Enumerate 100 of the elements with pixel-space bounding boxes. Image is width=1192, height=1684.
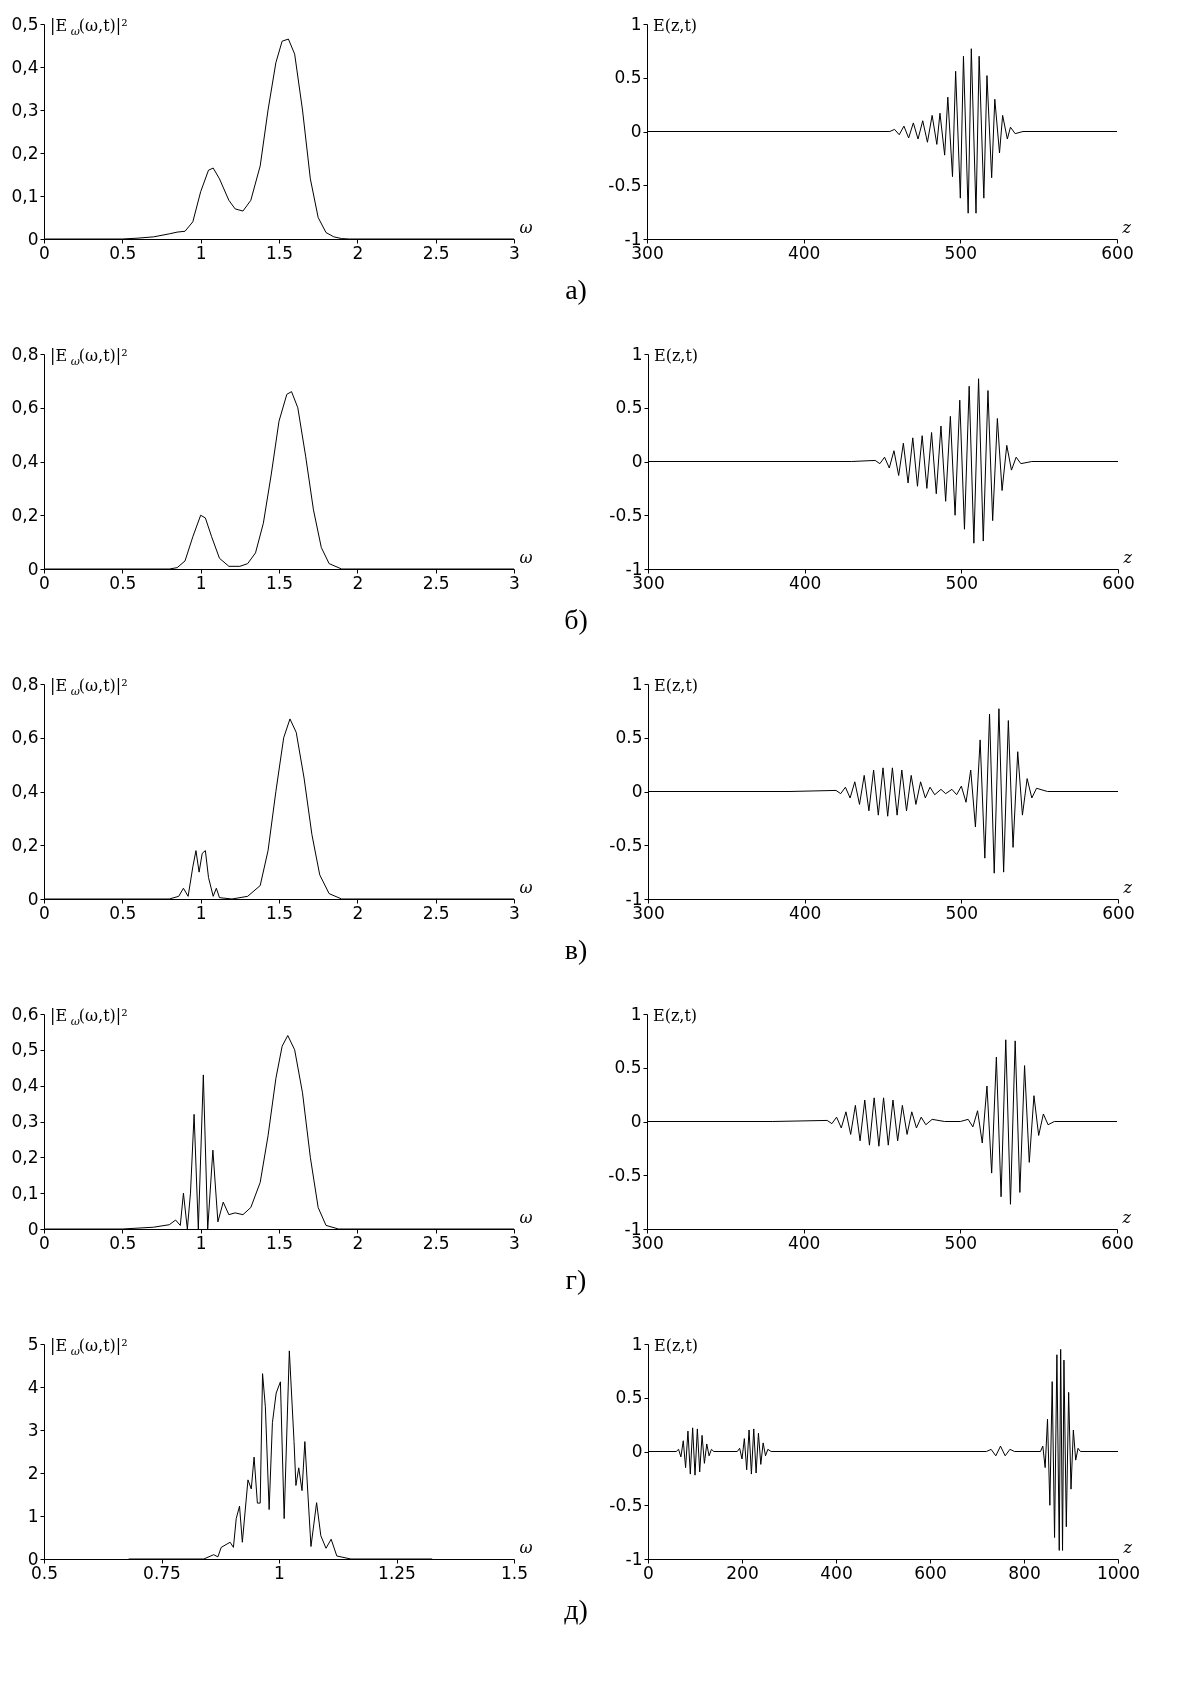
y-axis-title: E(z,t): [653, 16, 698, 35]
x-axis-title: ω: [519, 877, 533, 897]
y-tick-label: 1: [631, 343, 643, 364]
text: а): [565, 274, 587, 305]
x-axis-title: ω: [519, 547, 533, 567]
y-tick-label: 0,4: [11, 781, 39, 801]
x-tick-label: 3: [509, 902, 520, 923]
x-tick-label: 400: [788, 572, 822, 593]
x-tick-label: 500: [944, 1232, 978, 1253]
x-axis-title: ω: [519, 217, 533, 237]
x-tick-label: 1: [274, 1562, 285, 1583]
y-tick-label: 2: [27, 1462, 39, 1483]
x-tick-label: 1000: [1096, 1562, 1141, 1583]
y-tick-label: 0,3: [11, 1111, 39, 1131]
y-tick-label: 0,2: [11, 1146, 39, 1167]
y-tick-label: 5: [27, 1333, 39, 1354]
y-tick-label: 1: [27, 1505, 39, 1526]
y-tick-label: 0: [631, 1441, 643, 1461]
x-axis-title: z: [1122, 1537, 1133, 1557]
x-tick-label: 800: [1008, 1562, 1041, 1583]
x-tick-label: 0.5: [109, 902, 137, 923]
y-tick-label: 0: [27, 558, 39, 579]
x-tick-label: 0.5: [109, 1232, 137, 1253]
y-tick-label: 4: [27, 1376, 39, 1397]
y-tick-label: -0.5: [608, 174, 642, 195]
text: д): [564, 1594, 588, 1625]
x-axis-title: ω: [519, 1207, 533, 1227]
x-tick-label: 2: [352, 572, 364, 593]
text: г): [565, 1264, 587, 1295]
x-tick-label: 1: [195, 902, 207, 923]
x-axis-title: z: [1121, 217, 1132, 237]
y-tick-label: 0,3: [11, 99, 39, 120]
y-tick-label: 0,8: [11, 343, 39, 364]
x-tick-label: 1.5: [265, 572, 294, 593]
x-tick-label: 1.25: [378, 1562, 416, 1583]
y-tick-label: 0,8: [11, 673, 39, 694]
x-axis-title: z: [1122, 877, 1133, 897]
y-tick-label: 0.5: [614, 1057, 642, 1078]
x-tick-label: 2.5: [422, 902, 450, 923]
y-tick-label: 0.5: [615, 727, 643, 748]
y-tick-label: 0,2: [11, 504, 39, 525]
x-tick-label: 2.5: [422, 1232, 450, 1253]
x-tick-label: 400: [787, 242, 821, 263]
x-tick-label: 500: [945, 572, 979, 593]
x-tick-label: 500: [944, 242, 978, 263]
text: б): [564, 604, 588, 635]
y-tick-label: 0: [27, 888, 39, 909]
x-tick-label: 3: [509, 242, 520, 263]
y-tick-label: 1: [630, 1003, 642, 1024]
y-tick-label: 0,2: [11, 142, 39, 163]
y-tick-label: -0.5: [609, 834, 643, 855]
x-tick-label: 1: [195, 242, 207, 263]
y-tick-label: 0,5: [11, 13, 39, 34]
y-tick-label: 0,4: [11, 451, 39, 471]
y-axis-title: E(z,t): [654, 346, 699, 365]
y-tick-label: 0,2: [11, 834, 39, 855]
x-tick-label: 1.5: [265, 1232, 294, 1253]
x-tick-label: 0.5: [109, 242, 137, 263]
y-tick-label: -0.5: [608, 1164, 642, 1185]
y-tick-label: 0: [631, 781, 643, 801]
x-tick-label: 1.5: [265, 902, 294, 923]
x-tick-label: 0.75: [143, 1562, 181, 1583]
x-tick-label: 200: [726, 1562, 759, 1583]
y-axis-title: E(z,t): [654, 676, 699, 695]
x-axis-title: z: [1121, 1207, 1132, 1227]
x-tick-label: 1: [195, 1232, 207, 1253]
y-tick-label: 0,6: [11, 397, 39, 418]
x-tick-label: 600: [1102, 572, 1135, 593]
x-tick-label: 600: [1101, 242, 1134, 263]
y-tick-label: -0.5: [609, 1494, 643, 1515]
x-tick-label: 3: [509, 572, 520, 593]
y-tick-label: 0: [631, 451, 643, 471]
y-tick-label: 0,1: [11, 185, 39, 206]
y-tick-label: 0: [630, 1111, 642, 1131]
y-tick-label: 1: [631, 1333, 643, 1354]
y-tick-label: 1: [631, 673, 643, 694]
x-tick-label: 2: [352, 242, 364, 263]
y-axis-title: E(z,t): [653, 1006, 698, 1025]
text: в): [564, 934, 588, 965]
x-tick-label: 600: [1102, 902, 1135, 923]
y-tick-label: 3: [27, 1419, 39, 1440]
y-tick-label: 0: [27, 1218, 39, 1239]
x-tick-label: 500: [945, 902, 979, 923]
x-tick-label: 600: [1101, 1232, 1134, 1253]
y-tick-label: -0.5: [609, 504, 643, 525]
x-tick-label: 400: [820, 1562, 853, 1583]
y-tick-label: 0,4: [11, 56, 39, 77]
x-tick-label: 2: [352, 902, 364, 923]
x-tick-label: 0.5: [109, 572, 137, 593]
y-tick-label: -1: [625, 1548, 643, 1569]
x-tick-label: 1: [195, 572, 207, 593]
y-tick-label: 1: [630, 13, 642, 34]
x-axis-title: z: [1122, 547, 1133, 567]
x-axis-title: ω: [519, 1537, 533, 1557]
x-tick-label: 2.5: [422, 572, 450, 593]
x-tick-label: 2: [352, 1232, 364, 1253]
x-tick-label: 1.5: [265, 242, 294, 263]
x-tick-label: 2.5: [422, 242, 450, 263]
y-tick-label: 0,1: [11, 1182, 39, 1203]
y-tick-label: 0.5: [614, 67, 642, 88]
